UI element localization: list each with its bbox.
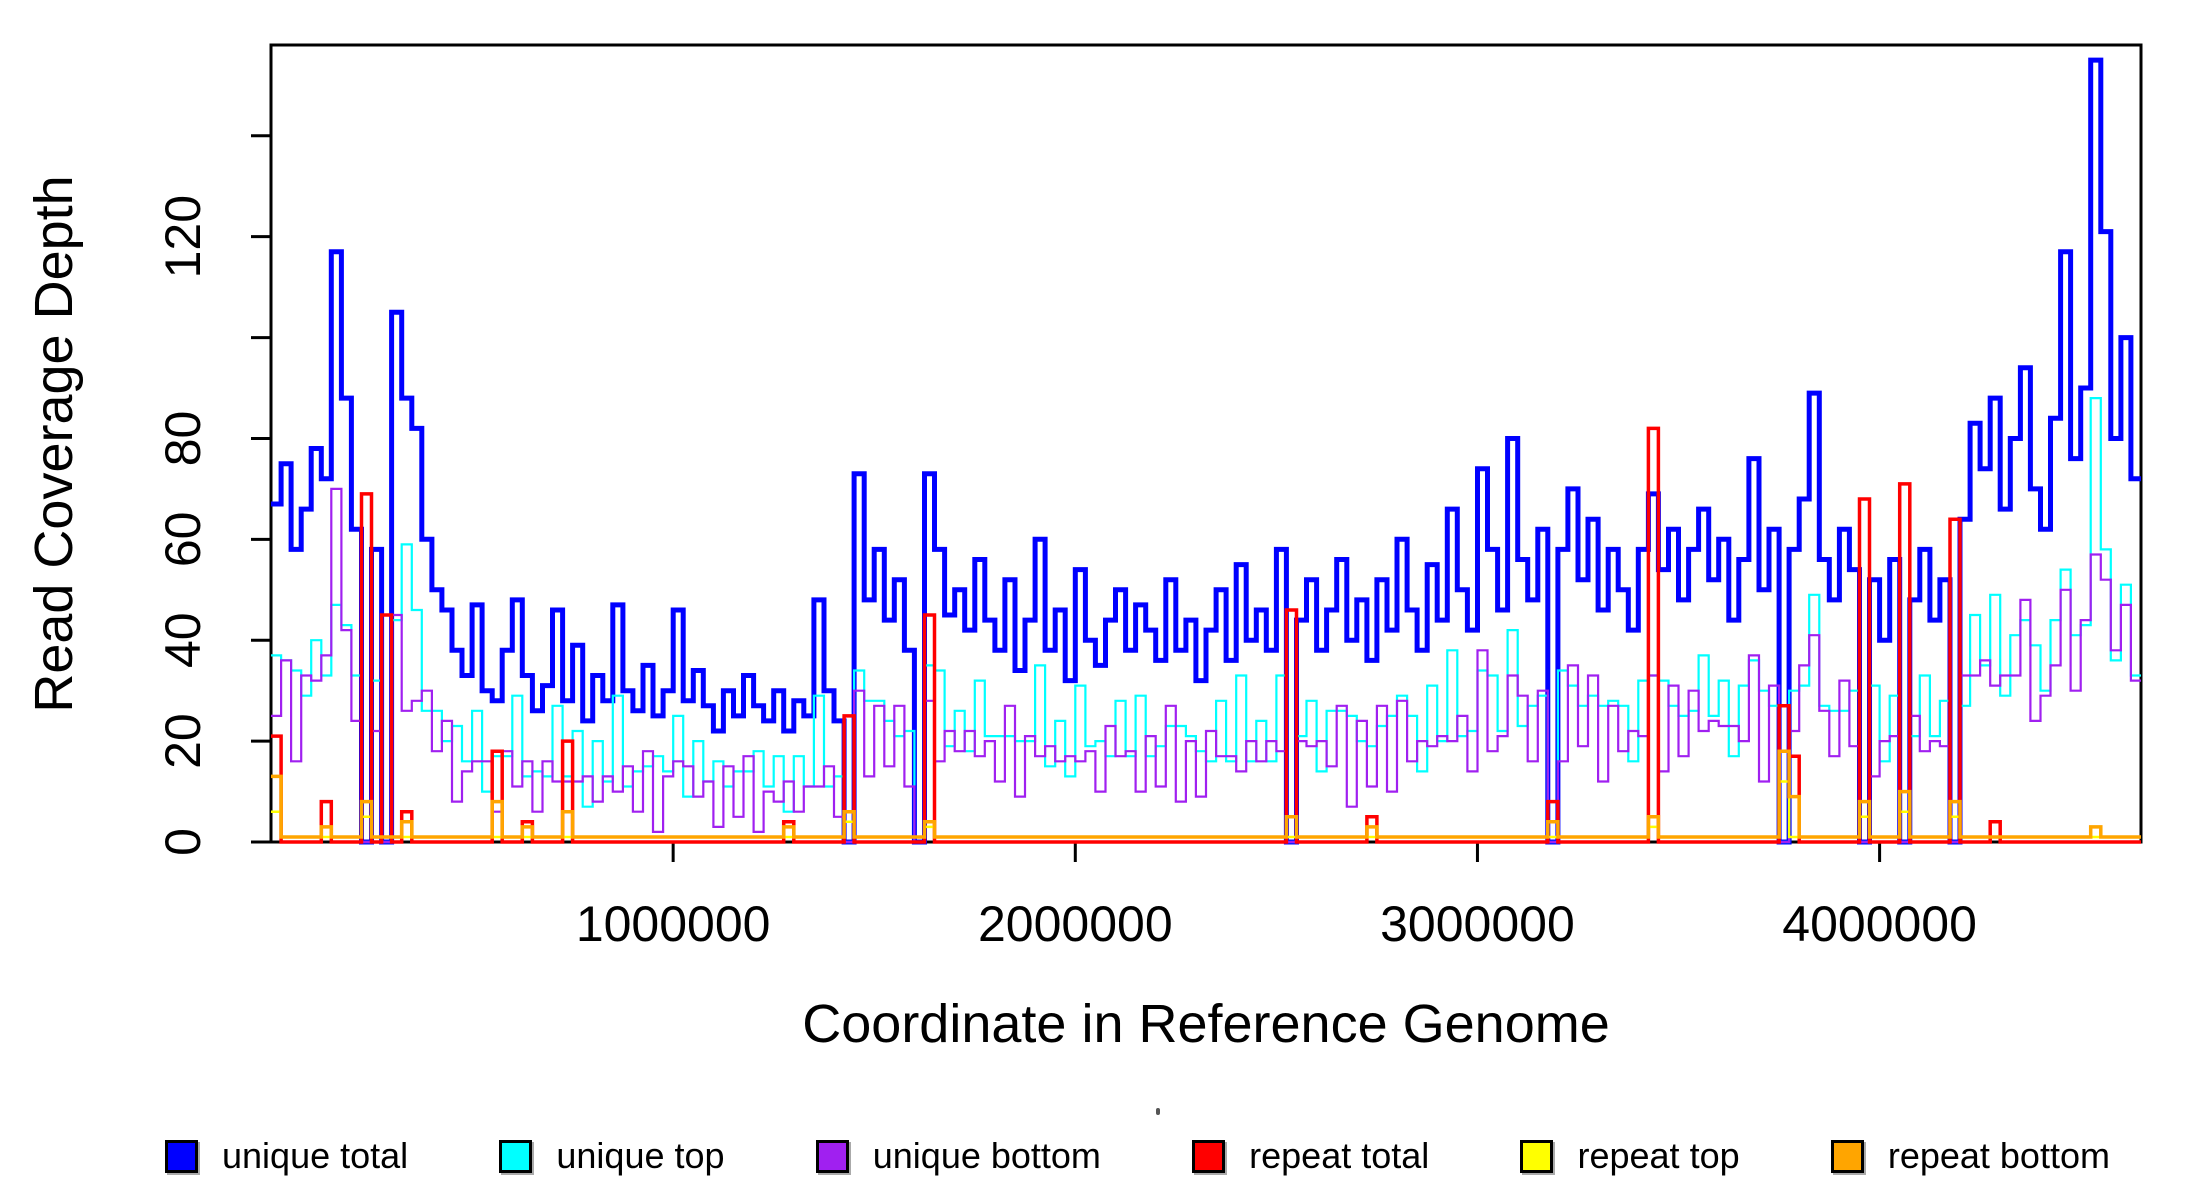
legend-label-repeat-bottom: repeat bottom bbox=[1887, 1135, 2110, 1176]
y-tick-label: 80 bbox=[155, 411, 211, 467]
legend-swatch-unique-total bbox=[165, 1139, 198, 1173]
y-tick-label: 20 bbox=[155, 713, 211, 769]
x-tick-label: 3000000 bbox=[1380, 896, 1575, 952]
series-repeat-total-line bbox=[271, 426, 2141, 844]
legend-item-unique-total: unique total bbox=[165, 1138, 408, 1174]
x-axis-title: Coordinate in Reference Genome bbox=[802, 994, 1609, 1054]
legend-swatch-unique-top bbox=[499, 1139, 533, 1173]
legend-label-unique-bottom: unique bottom bbox=[872, 1135, 1101, 1176]
legend-item-unique-bottom: unique bottom bbox=[815, 1135, 1101, 1176]
x-tick-label: 2000000 bbox=[978, 896, 1173, 952]
x-tick-label: 4000000 bbox=[1782, 896, 1977, 952]
legend-item-unique-top: unique top bbox=[499, 1135, 725, 1176]
legend-item-repeat-total: repeat total bbox=[1192, 1138, 1429, 1174]
y-axis-title: Read Coverage Depth bbox=[24, 175, 84, 712]
legend-swatch-repeat-bottom bbox=[1830, 1139, 1864, 1173]
legend-label-repeat-top: repeat top bbox=[1577, 1135, 1740, 1176]
legend-swatch-repeat-total bbox=[1192, 1139, 1226, 1173]
stray-mark-artifact bbox=[1156, 1108, 1160, 1115]
chart-legend: unique total unique top unique bottom re… bbox=[165, 1128, 2110, 1184]
legend-item-repeat-bottom: repeat bottom bbox=[1830, 1135, 2110, 1176]
legend-label-repeat-total: repeat total bbox=[1249, 1135, 1430, 1176]
y-tick-label: 60 bbox=[155, 512, 211, 568]
legend-swatch-unique-bottom bbox=[815, 1139, 849, 1173]
legend-label-unique-top: unique top bbox=[556, 1135, 725, 1176]
series-unique-total-line bbox=[271, 57, 2141, 845]
legend-item-repeat-top: repeat top bbox=[1520, 1135, 1740, 1176]
x-tick-label: 1000000 bbox=[576, 896, 771, 952]
y-tick-label: 40 bbox=[155, 612, 211, 668]
series-unique-bottom-line bbox=[271, 487, 2141, 844]
legend-label-unique-total: unique total bbox=[222, 1135, 409, 1176]
series-repeat-bottom-line bbox=[271, 749, 2141, 839]
y-tick-label: 120 bbox=[155, 195, 211, 278]
legend-swatch-repeat-top bbox=[1520, 1139, 1554, 1173]
y-tick-label: 0 bbox=[155, 828, 211, 856]
